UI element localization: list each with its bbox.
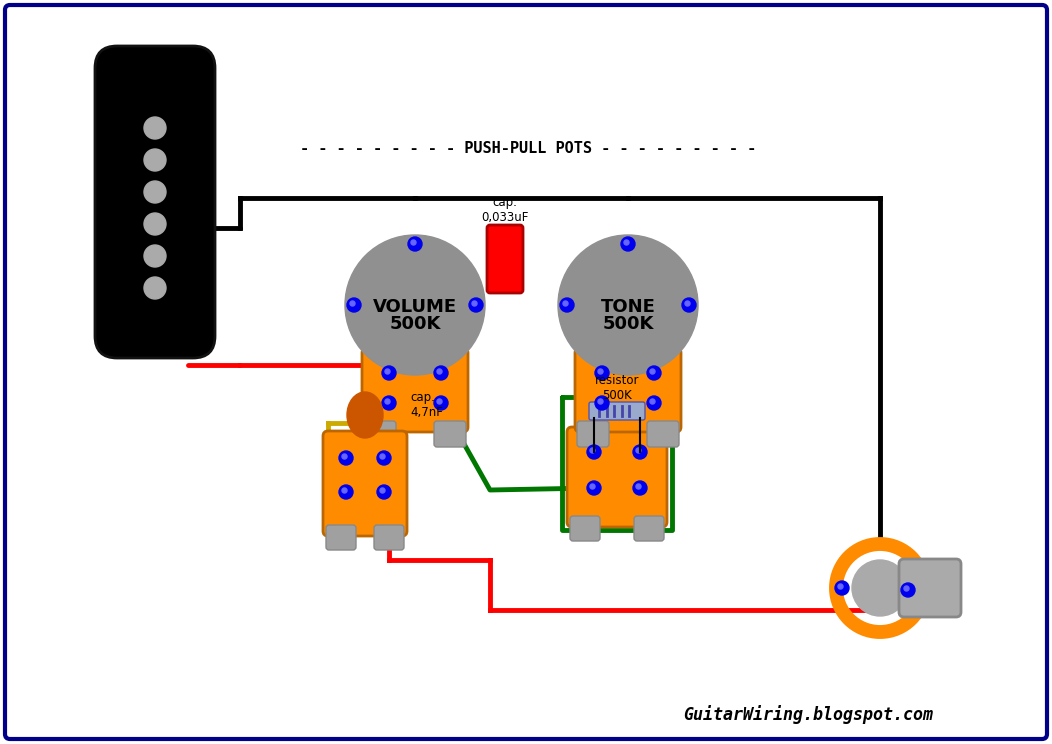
- Text: 500K: 500K: [603, 315, 653, 333]
- Circle shape: [382, 396, 396, 410]
- Circle shape: [636, 448, 641, 453]
- Circle shape: [385, 369, 390, 374]
- Circle shape: [144, 277, 166, 299]
- FancyBboxPatch shape: [576, 421, 609, 447]
- Circle shape: [590, 448, 595, 453]
- FancyBboxPatch shape: [323, 431, 407, 536]
- Circle shape: [560, 298, 574, 312]
- Circle shape: [437, 369, 442, 374]
- FancyBboxPatch shape: [589, 402, 645, 420]
- Circle shape: [852, 560, 908, 616]
- Circle shape: [144, 245, 166, 267]
- Circle shape: [434, 366, 448, 380]
- FancyBboxPatch shape: [570, 516, 600, 541]
- Text: 500K: 500K: [389, 315, 441, 333]
- Text: VOLUME: VOLUME: [373, 298, 457, 316]
- Circle shape: [621, 237, 635, 251]
- Text: TONE: TONE: [601, 298, 655, 316]
- Circle shape: [633, 481, 647, 495]
- FancyBboxPatch shape: [567, 427, 667, 527]
- Circle shape: [345, 235, 485, 375]
- Circle shape: [144, 213, 166, 235]
- Circle shape: [633, 445, 647, 459]
- Circle shape: [563, 301, 568, 306]
- FancyBboxPatch shape: [634, 516, 664, 541]
- Circle shape: [636, 484, 641, 489]
- Circle shape: [342, 488, 347, 493]
- FancyBboxPatch shape: [326, 525, 356, 550]
- Circle shape: [434, 396, 448, 410]
- FancyBboxPatch shape: [364, 421, 396, 447]
- Circle shape: [587, 445, 601, 459]
- Circle shape: [472, 301, 477, 306]
- Circle shape: [650, 369, 655, 374]
- Circle shape: [598, 399, 603, 404]
- FancyBboxPatch shape: [899, 559, 960, 617]
- Circle shape: [624, 240, 629, 245]
- Circle shape: [380, 454, 385, 459]
- Circle shape: [598, 369, 603, 374]
- Circle shape: [595, 396, 609, 410]
- Text: resistor
500K: resistor 500K: [594, 374, 640, 402]
- Circle shape: [647, 366, 661, 380]
- Circle shape: [408, 237, 422, 251]
- FancyBboxPatch shape: [375, 525, 404, 550]
- Circle shape: [144, 149, 166, 171]
- Circle shape: [411, 240, 416, 245]
- Circle shape: [347, 298, 361, 312]
- Circle shape: [380, 488, 385, 493]
- Circle shape: [339, 485, 353, 499]
- Text: cap.
4,7nF: cap. 4,7nF: [410, 391, 443, 419]
- Ellipse shape: [347, 392, 383, 438]
- Circle shape: [377, 485, 391, 499]
- Circle shape: [682, 298, 696, 312]
- Circle shape: [901, 583, 915, 597]
- Circle shape: [144, 117, 166, 139]
- Circle shape: [558, 235, 697, 375]
- FancyBboxPatch shape: [434, 421, 466, 447]
- Circle shape: [382, 366, 396, 380]
- Circle shape: [339, 451, 353, 465]
- Circle shape: [838, 584, 843, 589]
- Circle shape: [469, 298, 483, 312]
- FancyBboxPatch shape: [487, 225, 523, 293]
- FancyBboxPatch shape: [575, 348, 681, 432]
- Circle shape: [595, 366, 609, 380]
- Circle shape: [647, 396, 661, 410]
- FancyBboxPatch shape: [647, 421, 679, 447]
- Circle shape: [437, 399, 442, 404]
- Circle shape: [587, 481, 601, 495]
- Circle shape: [377, 451, 391, 465]
- Text: cap.
0,033uF: cap. 0,033uF: [482, 196, 529, 224]
- Circle shape: [342, 454, 347, 459]
- Circle shape: [350, 301, 355, 306]
- Text: GuitarWiring.blogspot.com: GuitarWiring.blogspot.com: [683, 705, 933, 725]
- Circle shape: [590, 484, 595, 489]
- Circle shape: [835, 581, 849, 595]
- Circle shape: [685, 301, 690, 306]
- Circle shape: [385, 399, 390, 404]
- FancyBboxPatch shape: [362, 348, 468, 432]
- Circle shape: [904, 586, 909, 591]
- Circle shape: [144, 181, 166, 203]
- FancyBboxPatch shape: [95, 46, 215, 358]
- Text: - - - - - - - - - PUSH-PULL POTS - - - - - - - - -: - - - - - - - - - PUSH-PULL POTS - - - -…: [300, 141, 756, 155]
- Circle shape: [650, 399, 655, 404]
